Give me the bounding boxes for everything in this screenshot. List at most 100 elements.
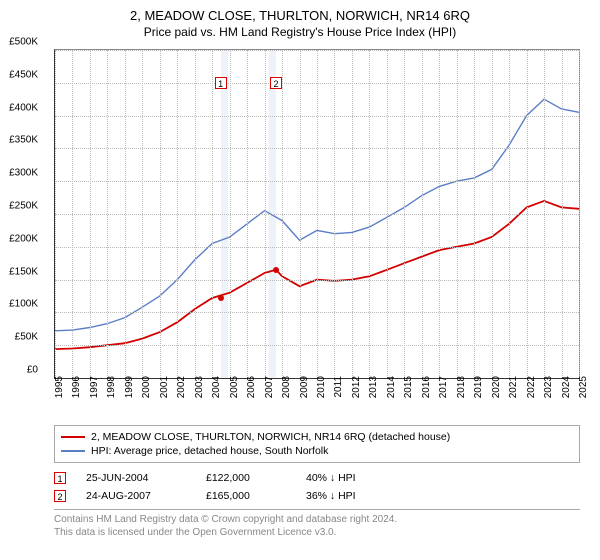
x-axis-labels: 1995199619971998199920002001200220032004… (54, 376, 580, 416)
event-delta: 40% ↓ HPI (306, 472, 406, 484)
x-tick-label: 2018 (456, 376, 467, 398)
x-tick-label: 2003 (194, 376, 205, 398)
legend-swatch (61, 436, 85, 438)
chart-container: 2, MEADOW CLOSE, THURLTON, NORWICH, NR14… (0, 0, 600, 560)
event-date: 24-AUG-2007 (86, 490, 186, 502)
x-tick-label: 2013 (368, 376, 379, 398)
x-tick-label: 2020 (491, 376, 502, 398)
x-tick-label: 2011 (333, 376, 344, 398)
x-tick-label: 1995 (54, 376, 65, 398)
footnote-line: Contains HM Land Registry data © Crown c… (54, 513, 580, 526)
x-tick-label: 2012 (351, 376, 362, 398)
event-row: 1 25-JUN-2004 £122,000 40% ↓ HPI (54, 469, 580, 487)
gridline-v (352, 50, 353, 378)
x-tick-label: 2000 (141, 376, 152, 398)
gridline-v (160, 50, 161, 378)
gridline-v (369, 50, 370, 378)
gridline-v (125, 50, 126, 378)
legend-row: HPI: Average price, detached house, Sout… (61, 444, 573, 458)
x-tick-label: 2002 (176, 376, 187, 398)
event-price: £165,000 (206, 490, 286, 502)
gridline-v (527, 50, 528, 378)
gridline-v (55, 50, 56, 378)
y-tick-label: £200K (9, 233, 38, 244)
y-axis-labels: £0£50K£100K£150K£200K£250K£300K£350K£400… (0, 42, 40, 372)
event-marker-box: 2 (270, 77, 282, 89)
gridline-v (142, 50, 143, 378)
x-tick-label: 2007 (264, 376, 275, 398)
gridline-v (509, 50, 510, 378)
gridline-v (177, 50, 178, 378)
x-tick-label: 2017 (438, 376, 449, 398)
x-tick-label: 2023 (543, 376, 554, 398)
x-tick-label: 2016 (421, 376, 432, 398)
x-tick-label: 2024 (561, 376, 572, 398)
plot-area: 12 (54, 49, 580, 379)
x-tick-label: 2005 (229, 376, 240, 398)
gridline-v (579, 50, 580, 378)
event-marker-box: 1 (215, 77, 227, 89)
y-tick-label: £0 (27, 365, 38, 376)
y-tick-label: £350K (9, 135, 38, 146)
event-marker-dot (218, 295, 224, 301)
y-tick-label: £50K (15, 332, 38, 343)
x-tick-label: 2014 (386, 376, 397, 398)
gridline-v (439, 50, 440, 378)
x-tick-label: 2008 (281, 376, 292, 398)
x-tick-label: 1999 (124, 376, 135, 398)
x-tick-label: 2021 (508, 376, 519, 398)
event-marker-dot (273, 267, 279, 273)
gridline-v (300, 50, 301, 378)
gridline-v (562, 50, 563, 378)
gridline-v (195, 50, 196, 378)
gridline-v (90, 50, 91, 378)
y-tick-label: £150K (9, 266, 38, 277)
gridline-v (334, 50, 335, 378)
gridline-v (422, 50, 423, 378)
gridline-v (212, 50, 213, 378)
gridline-v (404, 50, 405, 378)
gridline-v (230, 50, 231, 378)
x-tick-label: 2009 (299, 376, 310, 398)
event-delta: 36% ↓ HPI (306, 490, 406, 502)
legend-label: 2, MEADOW CLOSE, THURLTON, NORWICH, NR14… (91, 431, 450, 443)
x-tick-label: 2025 (578, 376, 589, 398)
y-tick-label: £300K (9, 168, 38, 179)
x-tick-label: 1998 (106, 376, 117, 398)
gridline-v (107, 50, 108, 378)
y-tick-label: £250K (9, 201, 38, 212)
y-tick-label: £100K (9, 299, 38, 310)
gridline-v (457, 50, 458, 378)
event-marker-box: 2 (54, 490, 66, 502)
x-tick-label: 2006 (246, 376, 257, 398)
legend-row: 2, MEADOW CLOSE, THURLTON, NORWICH, NR14… (61, 430, 573, 444)
gridline-v (317, 50, 318, 378)
gridline-v (492, 50, 493, 378)
event-date: 25-JUN-2004 (86, 472, 186, 484)
x-tick-label: 2019 (473, 376, 484, 398)
gridline-v (474, 50, 475, 378)
chart-subtitle: Price paid vs. HM Land Registry's House … (12, 25, 588, 39)
x-tick-label: 2001 (159, 376, 170, 398)
y-tick-label: £450K (9, 69, 38, 80)
event-price: £122,000 (206, 472, 286, 484)
x-tick-label: 2010 (316, 376, 327, 398)
chart-title: 2, MEADOW CLOSE, THURLTON, NORWICH, NR14… (12, 8, 588, 23)
x-tick-label: 2004 (211, 376, 222, 398)
gridline-v (247, 50, 248, 378)
x-tick-label: 2015 (403, 376, 414, 398)
event-row: 2 24-AUG-2007 £165,000 36% ↓ HPI (54, 487, 580, 505)
x-tick-label: 1996 (71, 376, 82, 398)
y-tick-label: £400K (9, 102, 38, 113)
event-marker-box: 1 (54, 472, 66, 484)
x-tick-label: 2022 (526, 376, 537, 398)
gridline-v (544, 50, 545, 378)
events-table: 1 25-JUN-2004 £122,000 40% ↓ HPI 2 24-AUG-200… (54, 469, 580, 505)
footnote: Contains HM Land Registry data © Crown c… (54, 509, 580, 539)
y-tick-label: £500K (9, 37, 38, 48)
footnote-line: This data is licensed under the Open Gov… (54, 526, 580, 539)
legend-swatch (61, 450, 85, 452)
gridline-v (72, 50, 73, 378)
gridline-v (282, 50, 283, 378)
legend-label: HPI: Average price, detached house, Sout… (91, 445, 328, 457)
